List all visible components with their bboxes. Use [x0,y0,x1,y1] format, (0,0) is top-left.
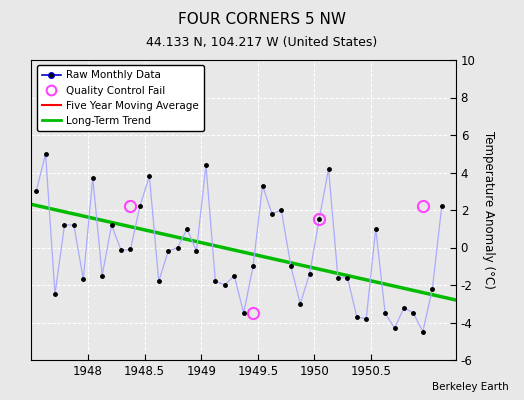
Text: 44.133 N, 104.217 W (United States): 44.133 N, 104.217 W (United States) [146,36,378,49]
Y-axis label: Temperature Anomaly (°C): Temperature Anomaly (°C) [482,131,495,289]
Legend: Raw Monthly Data, Quality Control Fail, Five Year Moving Average, Long-Term Tren: Raw Monthly Data, Quality Control Fail, … [37,65,204,131]
Text: FOUR CORNERS 5 NW: FOUR CORNERS 5 NW [178,12,346,27]
Text: Berkeley Earth: Berkeley Earth [432,382,508,392]
